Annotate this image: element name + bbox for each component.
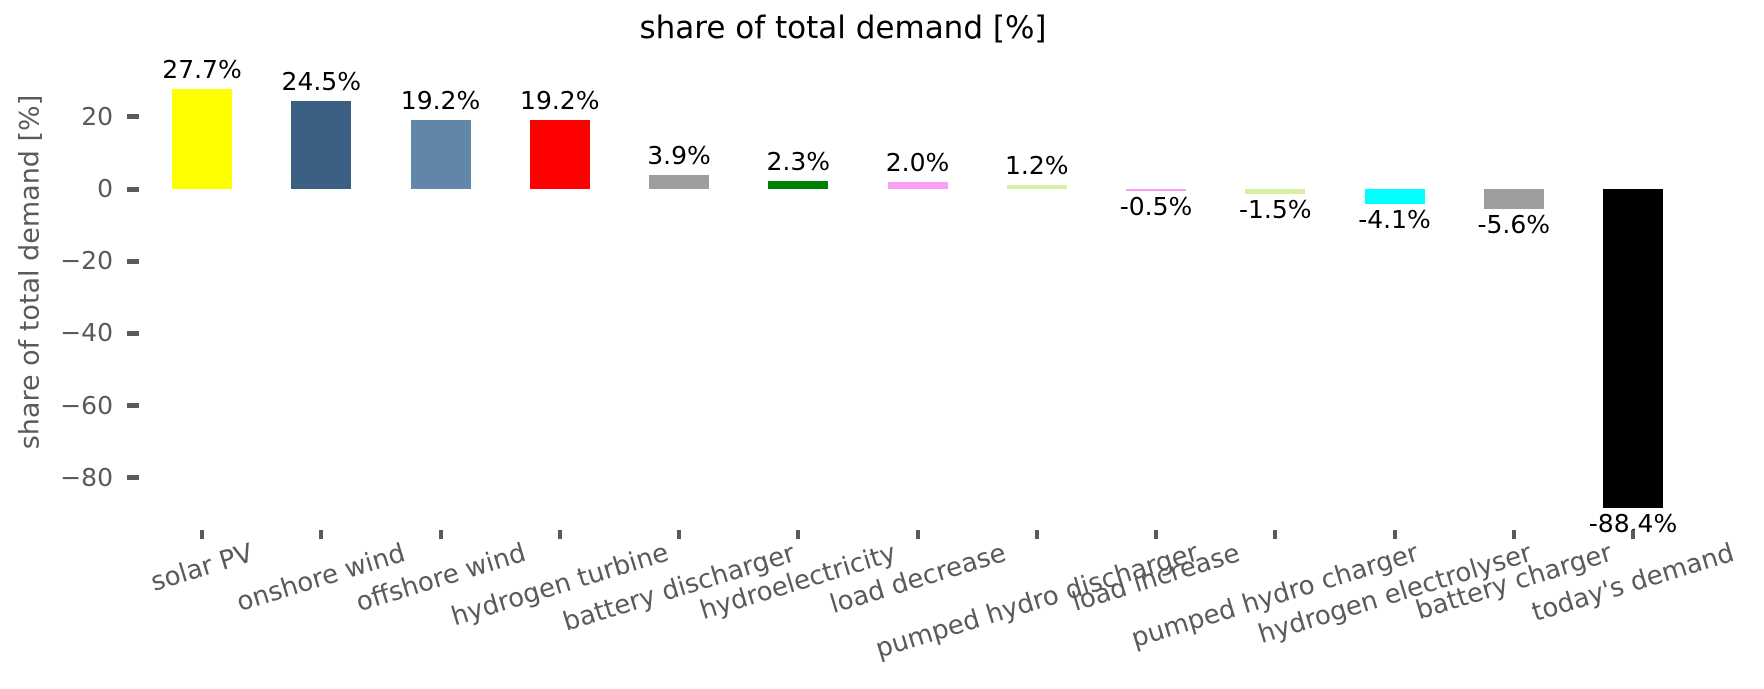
y-tick-label: −60 [60,390,113,420]
x-tick [438,530,443,539]
bar-value-label: -1.5% [1238,195,1312,225]
bar [1483,189,1544,210]
y-tick-label: 20 [81,101,113,131]
y-tick [127,403,139,409]
bar [887,181,948,189]
bar [291,100,352,189]
bar [172,89,232,189]
bar-value-label: 1.2% [1004,150,1069,180]
x-tick [1511,530,1516,539]
y-tick [127,114,139,120]
bar [1364,189,1425,204]
bar [410,119,471,189]
bar-value-label: 19.2% [400,85,481,115]
chart-title: share of total demand [%] [639,10,1047,46]
bar [1245,189,1306,195]
bar-value-label: 2.3% [766,146,831,176]
y-tick-label: −40 [60,318,113,348]
y-tick-label: −20 [60,246,113,276]
bar-value-label: 27.7% [162,55,242,84]
bar-value-label: 2.0% [885,147,950,177]
x-tick [796,530,801,539]
bar [649,174,709,189]
bar [768,180,829,189]
y-tick [127,186,139,192]
x-tick [1631,530,1635,539]
x-tick [200,530,204,539]
bar [1603,189,1663,509]
y-tick [127,475,139,481]
y-tick [127,258,139,264]
x-tick [1154,530,1158,539]
bar [1006,184,1067,189]
y-tick-label: −80 [60,462,113,492]
x-tick [557,530,562,539]
bar-value-label: -5.6% [1477,210,1551,240]
bar-value-label: 19.2% [520,85,600,115]
bar-value-label: -0.5% [1119,192,1193,221]
bar [1126,189,1186,191]
x-tick [915,530,920,539]
y-tick-label: 0 [97,174,113,203]
bar [529,119,590,189]
x-tick [1392,530,1397,539]
bar-value-label: 3.9% [647,140,711,170]
x-tick [1034,530,1039,539]
x-tick [319,530,324,539]
y-tick [127,330,139,336]
x-tick [1273,530,1278,539]
bar-value-label: 24.5% [281,66,361,96]
bar-value-label: -4.1% [1358,204,1431,234]
x-tick [677,530,681,539]
